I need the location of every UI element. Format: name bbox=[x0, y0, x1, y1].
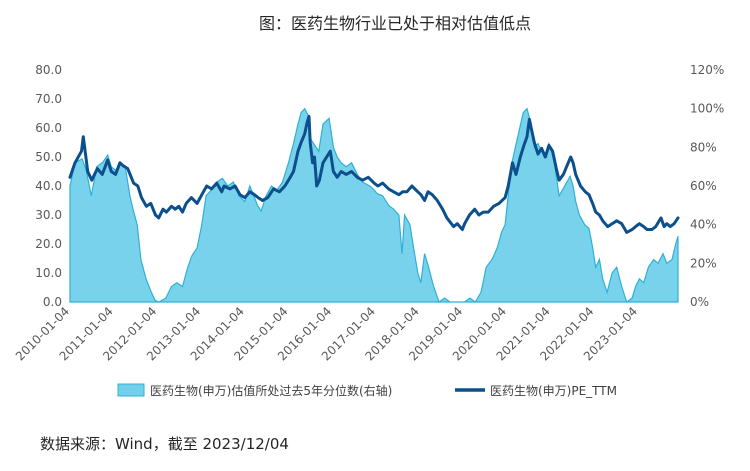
left-axis-tick-label: 50.0 bbox=[35, 150, 62, 164]
right-y-axis: 0% 20% 40% 60% 80% 100% 120% bbox=[690, 63, 724, 309]
left-axis-tick-label: 70.0 bbox=[35, 92, 62, 106]
right-axis-tick-label: 80% bbox=[690, 140, 717, 154]
legend-area-label: 医药生物(申万)估值所处过去5年分位数(右轴) bbox=[150, 383, 392, 398]
legend-line-label: 医药生物(申万)PE_TTM bbox=[490, 384, 617, 398]
line-series-group bbox=[68, 114, 680, 234]
source-note: 数据来源：Wind，截至 2023/12/04 bbox=[40, 435, 289, 453]
legend: 医药生物(申万)估值所处过去5年分位数(右轴) 医药生物(申万)PE_TTM bbox=[117, 383, 617, 398]
chart-title: 图：医药生物行业已处于相对估值低点 bbox=[259, 14, 531, 33]
right-axis-tick-label: 20% bbox=[690, 256, 717, 270]
x-axis: 2010-01-042011-01-042012-01-042013-01-04… bbox=[13, 304, 640, 363]
left-axis-tick-label: 10.0 bbox=[35, 266, 62, 280]
left-axis-tick-label: 0.0 bbox=[43, 295, 62, 309]
right-axis-tick-label: 120% bbox=[690, 63, 724, 77]
right-axis-tick-label: 100% bbox=[690, 102, 724, 116]
left-y-axis: 0.0 10.0 20.0 30.0 40.0 50.0 60.0 70.0 80.0 bbox=[35, 63, 62, 309]
left-axis-tick-label: 80.0 bbox=[35, 63, 62, 77]
right-axis-tick-label: 40% bbox=[690, 218, 717, 232]
legend-area-swatch bbox=[117, 383, 145, 397]
right-axis-tick-label: 60% bbox=[690, 179, 717, 193]
area-series-group bbox=[69, 107, 679, 303]
left-axis-tick-label: 20.0 bbox=[35, 237, 62, 251]
area-series-percentile bbox=[69, 107, 679, 303]
left-axis-tick-label: 40.0 bbox=[35, 179, 62, 193]
line-series-pe-ttm bbox=[68, 114, 680, 234]
left-axis-tick-label: 60.0 bbox=[35, 121, 62, 135]
right-axis-tick-label: 0% bbox=[690, 295, 709, 309]
left-axis-tick-label: 30.0 bbox=[35, 208, 62, 222]
